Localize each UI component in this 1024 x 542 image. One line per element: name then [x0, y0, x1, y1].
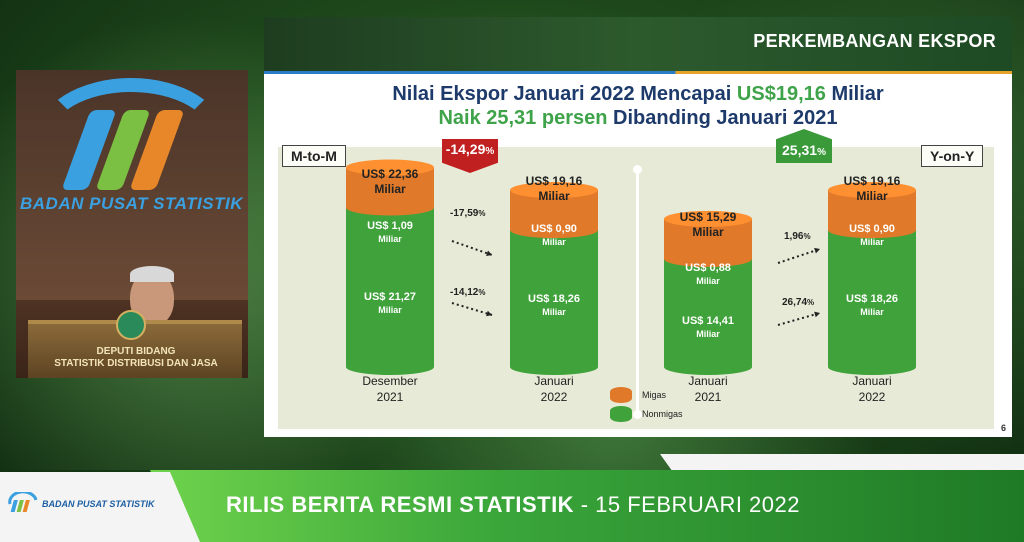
group-divider: [633, 165, 642, 419]
arrow-label-nonmigas-yoy: 26,74%: [782, 297, 815, 308]
header-stripe: [264, 71, 1012, 74]
tag-yoy: Y-on-Y: [921, 145, 984, 167]
bps-logo-icon: [8, 492, 38, 512]
bar-base-nonmigas: [664, 359, 752, 375]
bar-top-cap: [346, 159, 434, 176]
bar-migas-label: US$ 0,90 Miliar: [531, 223, 577, 247]
bar-nonmigas-label: US$ 18,26 Miliar: [846, 293, 898, 317]
arrow-label-nonmigas-mtm: -14,12%: [450, 287, 486, 298]
podium-text: DEPUTI BIDANG STATISTIK DISTRIBUSI DAN J…: [54, 346, 218, 369]
bar-migas-bottom: [510, 222, 598, 239]
arrow-head: [486, 310, 492, 317]
presentation-slide: PERKEMBANGAN EKSPOR Nilai Ekspor Januari…: [264, 17, 1012, 437]
legend-swatch-migas: [610, 387, 632, 403]
arrow-line: [777, 248, 821, 264]
banner-green: [150, 470, 1024, 542]
bar-total-label: US$ 22,36 Miliar: [361, 167, 419, 196]
page-number: 6: [1000, 423, 1006, 433]
legend-swatch-nonmigas: [610, 406, 632, 422]
wall-text: BADAN PUSAT STATISTIK: [20, 194, 243, 213]
category-label: Januari 2022: [534, 374, 574, 404]
stacked-cylinder-chart: [346, 159, 916, 375]
bar-base-nonmigas: [346, 359, 434, 375]
bar-total-label: US$ 19,16 Miliar: [843, 174, 901, 203]
slide-title: PERKEMBANGAN EKSPOR: [753, 31, 996, 51]
bar-migas-label: US$ 0,88 Miliar: [685, 262, 731, 286]
tag-mtm: M-to-M: [282, 145, 346, 167]
legend-nonmigas: Nonmigas: [610, 406, 683, 422]
bar-segment-nonmigas: [346, 207, 434, 367]
bar-base-nonmigas: [510, 359, 598, 375]
banner-logo-area: [0, 472, 200, 542]
bar-nonmigas-label: US$ 21,27 Miliar: [364, 291, 416, 315]
bar-total-label: US$ 19,16 Miliar: [525, 174, 583, 203]
bar-total-label: US$ 15,29 Miliar: [679, 210, 737, 239]
headline-1: Nilai Ekspor Januari 2022 Mencapai US$19…: [392, 83, 884, 105]
arrow-head: [486, 250, 492, 256]
legend-migas: Migas: [610, 387, 666, 403]
banner-bps-text: BADAN PUSAT STATISTIK: [42, 499, 155, 509]
podium-emblem-icon: [116, 310, 146, 340]
category-label: Januari 2021: [688, 374, 728, 404]
speaker-video: BADAN PUSAT STATISTIK DEPUTI BIDANG STAT…: [16, 70, 248, 378]
bar-top-cap: [664, 210, 752, 227]
bar-top-cap: [828, 182, 916, 199]
bar-nonmigas-label: US$ 18,26 Miliar: [528, 293, 580, 317]
bar-migas-label: US$ 0,90 Miliar: [849, 223, 895, 247]
banner-title: RILIS BERITA RESMI STATISTIK - 15 FEBRUA…: [226, 492, 801, 517]
speaker-hair: [130, 266, 174, 282]
slide-header: PERKEMBANGAN EKSPOR: [264, 17, 1012, 71]
bar-segment-nonmigas: [510, 230, 598, 367]
bar-migas-label: US$ 1,09 Miliar: [367, 220, 413, 244]
bar-migas-bottom: [828, 222, 916, 239]
arrow-head: [814, 311, 820, 318]
arrow-head: [814, 247, 820, 254]
arrow-line: [451, 302, 493, 316]
bar-nonmigas-label: US$ 14,41 Miliar: [682, 315, 734, 339]
bps-logo-icon: [61, 110, 185, 190]
headline-2: Naik 25,31 persen Dibanding Januari 2021: [438, 107, 838, 129]
bar-segment-nonmigas: [664, 258, 752, 367]
bar-segment-nonmigas: [828, 230, 916, 367]
arrow-label-migas-yoy: 1,96%: [784, 231, 811, 242]
bar-migas-bottom: [346, 199, 434, 216]
arrow-label-migas-mtm: -17,59%: [450, 208, 486, 219]
arrow-line: [451, 240, 493, 256]
category-label: Januari 2022: [852, 374, 892, 404]
arrow-line: [777, 312, 821, 326]
bar-top-cap: [510, 182, 598, 199]
bar-base-nonmigas: [828, 359, 916, 375]
bar-migas-bottom: [664, 250, 752, 267]
category-label: Desember 2021: [362, 374, 418, 404]
